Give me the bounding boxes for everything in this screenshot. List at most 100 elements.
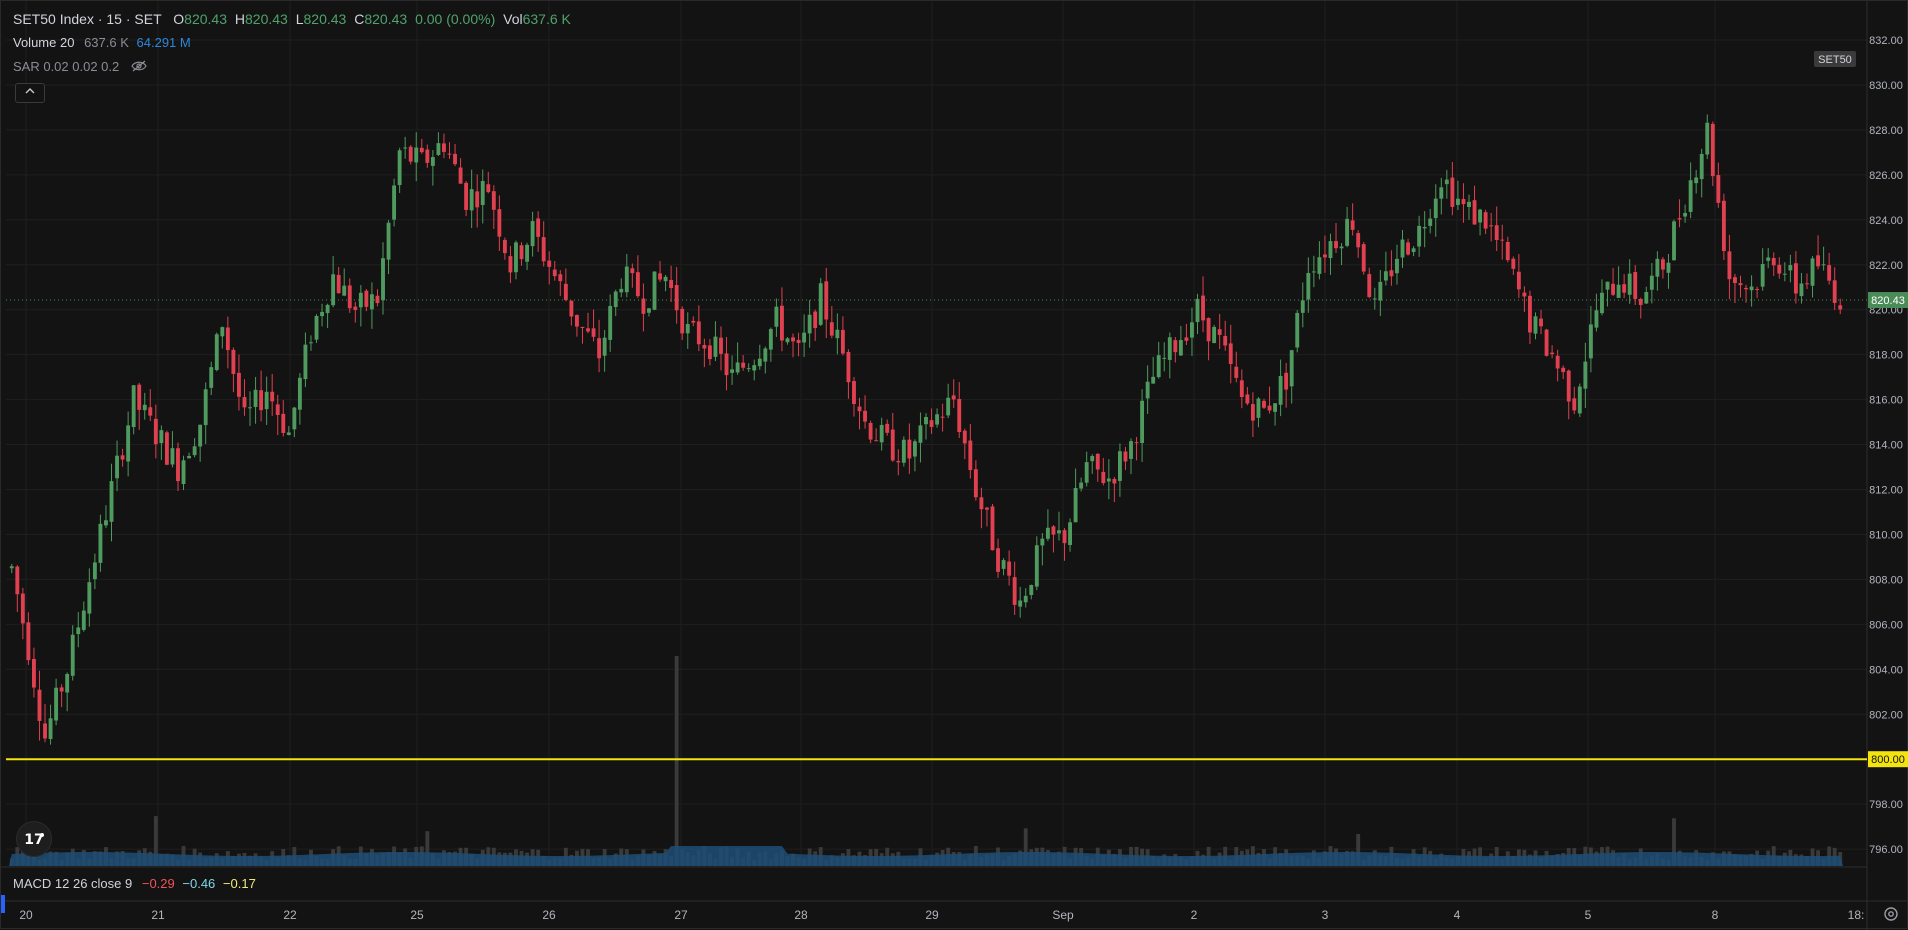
candle-body [1195, 298, 1200, 323]
macd-indicator-legend[interactable]: MACD 12 26 close 9 −0.29 −0.46 −0.17 [13, 876, 256, 891]
candle-body [1528, 295, 1532, 333]
candle-body [635, 272, 640, 297]
candle-body [1500, 239, 1505, 241]
candle-body [1145, 381, 1150, 399]
gear-icon[interactable] [1881, 904, 1901, 924]
y-tick-label: 816.00 [1869, 395, 1903, 407]
candle-body [1350, 220, 1355, 230]
candle-body [1084, 462, 1089, 483]
candle-body [1444, 179, 1449, 185]
sar-indicator-legend[interactable]: SAR 0.02 0.02 0.2 [13, 59, 147, 75]
y-tick-label: 828.00 [1869, 125, 1903, 137]
candle-body [1766, 257, 1771, 261]
y-tick-label: 822.00 [1869, 260, 1903, 272]
candle-body [658, 273, 662, 280]
candle-body [436, 143, 441, 155]
candle-body [1699, 153, 1704, 180]
candle-body [1256, 398, 1261, 418]
volume-indicator-legend[interactable]: Volume 20 637.6 K 64.291 M [13, 35, 191, 50]
candle-body [209, 367, 214, 388]
macd-histogram-value: −0.17 [222, 876, 256, 891]
collapse-legend-button[interactable] [15, 83, 45, 103]
candle-body [1433, 198, 1438, 219]
candle-body [957, 398, 962, 433]
candle-body [757, 358, 762, 367]
candle-body [746, 368, 751, 370]
candle-body [1749, 286, 1754, 291]
candle-body [1622, 284, 1627, 293]
candle-body [547, 260, 552, 267]
volume-bar [1023, 828, 1028, 866]
candle-body [336, 274, 341, 294]
candle-body [1406, 242, 1410, 255]
candle-body [242, 397, 247, 408]
candle-body [901, 439, 906, 463]
candle-body [951, 395, 956, 400]
candle-body [1461, 198, 1466, 205]
candle-body [1411, 248, 1416, 252]
candle-body [1760, 264, 1765, 287]
candle-body [1566, 370, 1571, 402]
candle-body [1245, 394, 1250, 404]
candle-body [164, 432, 169, 465]
open-value: 820.43 [184, 11, 227, 27]
candle-body [536, 218, 541, 237]
tradingview-logo-icon[interactable]: 17 [16, 821, 52, 857]
candle-body [730, 369, 735, 373]
eye-off-icon[interactable] [131, 60, 147, 75]
high-value: 820.43 [245, 11, 288, 27]
y-tick-label: 818.00 [1869, 350, 1903, 362]
candle-body [1544, 329, 1549, 356]
x-tick-label: 21 [151, 908, 165, 922]
candle-body [198, 424, 203, 447]
candle-body [1627, 273, 1632, 295]
x-tick-label: 3 [1322, 908, 1329, 922]
candle-body [979, 497, 984, 510]
candle-body [818, 283, 823, 325]
open-label: O [173, 11, 185, 27]
candle-body [835, 329, 840, 339]
candle-body [1738, 283, 1743, 286]
candle-body [286, 432, 291, 435]
candle-body [220, 327, 225, 337]
candle-body [1472, 200, 1477, 225]
x-tick-label: 27 [674, 908, 688, 922]
candle-body [1212, 326, 1217, 344]
y-tick-label: 830.00 [1869, 80, 1903, 92]
candle-body [1666, 262, 1671, 273]
candle-body [297, 377, 302, 410]
candle-body [1577, 386, 1582, 414]
candle-body [1450, 177, 1455, 207]
candle-body [1733, 277, 1737, 284]
candle-body [1178, 340, 1183, 356]
candle-body [48, 718, 53, 740]
candle-body [237, 372, 241, 397]
candle-body [680, 308, 685, 334]
candle-body [630, 268, 635, 274]
candle-body [1805, 283, 1809, 285]
candle-body [574, 314, 579, 327]
candle-body [131, 385, 136, 427]
candle-body [868, 422, 873, 440]
candle-body [1234, 366, 1239, 378]
candle-body [1167, 337, 1172, 360]
candle-body [1588, 324, 1593, 359]
candle-body [392, 185, 397, 220]
candle-body [1660, 259, 1665, 270]
x-tick-label: 4 [1454, 908, 1461, 922]
symbol-legend[interactable]: SET50 Index · 15 · SET O820.43 H820.43 L… [13, 11, 571, 27]
candle-body [647, 308, 651, 313]
change-value: 0.00 (0.00%) [415, 11, 496, 27]
x-tick-label: 18: [1848, 908, 1865, 922]
candle-body [1395, 258, 1399, 274]
x-tick-label: 22 [283, 908, 297, 922]
candle-body [613, 291, 618, 308]
candle-body [591, 328, 596, 337]
symbol-title[interactable]: SET50 Index · 15 · SET [13, 11, 162, 27]
candle-body [1334, 241, 1338, 249]
candle-body [137, 384, 142, 410]
candle-body [791, 337, 795, 342]
candle-body [840, 329, 845, 354]
candle-body [442, 143, 446, 152]
